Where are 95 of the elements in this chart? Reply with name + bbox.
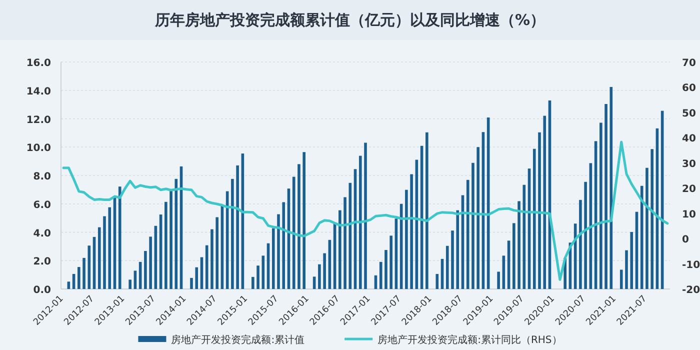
y2-tick-label: 60	[682, 83, 696, 94]
bar	[323, 253, 326, 289]
bar	[364, 142, 367, 289]
y-tick-label: 14.0	[26, 86, 52, 98]
bar	[302, 152, 306, 289]
y2-tick-label: 0	[682, 234, 689, 246]
y2-tick-label: 50	[682, 108, 696, 120]
line-series	[62, 140, 669, 281]
bar	[205, 245, 208, 289]
bar	[292, 176, 296, 289]
bar	[358, 156, 362, 289]
y-tick-label: 8.0	[33, 172, 52, 182]
bar	[451, 230, 454, 289]
y-tick-label: 10.0	[26, 143, 52, 154]
bar	[298, 164, 300, 289]
bar	[497, 272, 500, 289]
bar	[579, 200, 582, 289]
bar	[231, 178, 234, 289]
bar	[277, 214, 280, 289]
bar	[82, 258, 86, 289]
bar	[502, 256, 506, 289]
bar	[512, 223, 516, 289]
bar	[630, 232, 634, 289]
bar	[118, 186, 122, 289]
bar	[543, 116, 546, 289]
y-tick-label: 6.0	[33, 200, 52, 211]
bar	[532, 148, 536, 289]
bar	[410, 174, 413, 289]
bar	[344, 197, 346, 289]
bar	[262, 256, 265, 289]
bar	[446, 246, 449, 289]
chart-title: 历年房地产投资完成额累计值（亿元）以及同比增速（%）	[154, 11, 546, 29]
bar	[650, 149, 654, 289]
bar	[312, 276, 316, 289]
bar	[584, 182, 587, 289]
bar	[426, 132, 428, 289]
bar	[170, 190, 172, 289]
y2-tick-label: 30	[682, 158, 696, 170]
y-tick-label: 0.0	[33, 285, 52, 296]
bar	[144, 250, 147, 289]
y2-tick-label: 40	[682, 134, 696, 145]
bar	[78, 267, 80, 289]
bar	[472, 162, 474, 289]
bar	[390, 236, 392, 289]
bar	[405, 190, 408, 289]
bar	[620, 270, 623, 289]
bar	[236, 165, 239, 289]
bar	[640, 186, 644, 289]
bar	[149, 236, 152, 289]
bar	[134, 270, 137, 289]
bar	[195, 267, 198, 289]
bar	[174, 178, 178, 289]
bar	[272, 228, 275, 289]
bar	[88, 246, 91, 289]
bar	[538, 132, 541, 289]
bar	[108, 207, 112, 289]
bar	[256, 266, 260, 289]
bar	[190, 278, 193, 289]
bar	[646, 168, 648, 289]
bar	[210, 229, 214, 289]
bar	[436, 274, 439, 289]
bar	[522, 184, 526, 289]
y2-tick-label: -10	[682, 260, 700, 271]
bar	[67, 282, 70, 289]
bar	[252, 276, 254, 289]
y2-tick-label: 20	[682, 184, 696, 196]
bar	[164, 202, 168, 289]
bar	[466, 180, 470, 289]
y-tick-label: 2.0	[33, 256, 52, 268]
bar	[216, 217, 218, 289]
legend-label: 房地产开发投资完成额:累计同比（RHS）	[378, 334, 562, 346]
bar	[476, 147, 480, 289]
y-tick-label: 12.0	[26, 114, 52, 126]
bar	[348, 182, 352, 289]
bar	[128, 280, 132, 289]
y2-tick-label: -20	[682, 285, 700, 296]
bar	[600, 122, 602, 289]
y-tick-label: 16.0	[26, 58, 52, 69]
bar	[103, 216, 106, 289]
bar	[282, 202, 286, 289]
bar	[98, 227, 101, 289]
bar	[200, 257, 204, 289]
y-tick-label: 4.0	[33, 228, 52, 240]
bar	[338, 210, 342, 289]
bar	[384, 250, 388, 289]
bar	[610, 86, 613, 289]
bar	[318, 264, 321, 289]
bar	[379, 262, 382, 289]
bar	[625, 250, 628, 289]
bar	[604, 104, 608, 289]
y2-tick-label: 10	[682, 209, 696, 220]
y2-tick-label: 70	[682, 58, 696, 69]
bar	[518, 201, 520, 289]
legend-label: 房地产开发投资完成额:累计值	[171, 334, 305, 346]
bar	[456, 210, 460, 289]
